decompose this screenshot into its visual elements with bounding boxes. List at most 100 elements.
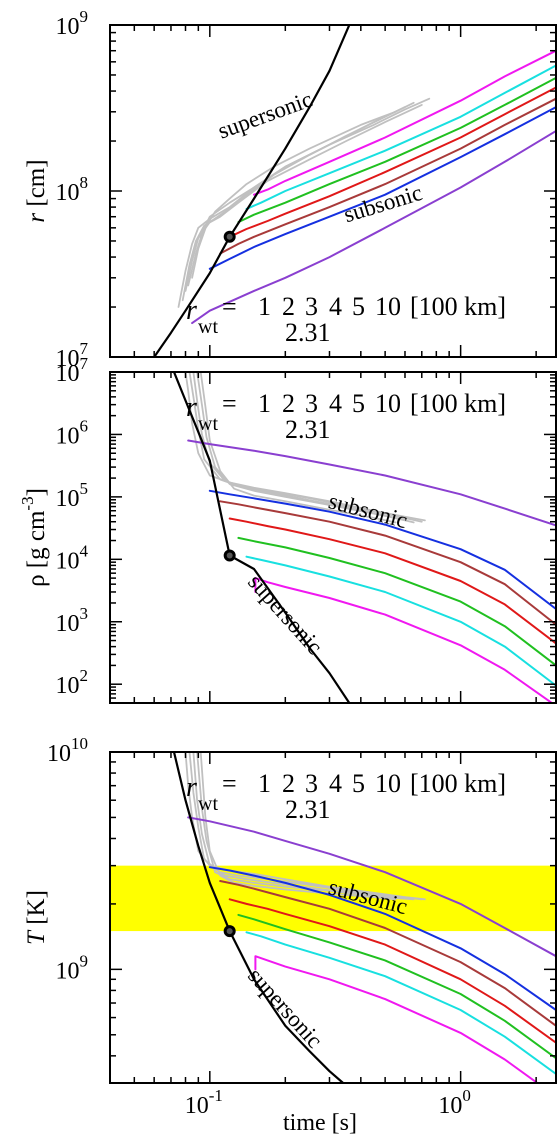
- legend-item-2: 2: [282, 389, 295, 418]
- annotation-subsonic: subsonic: [341, 180, 425, 227]
- legend-unit: [100 km]: [410, 292, 506, 321]
- series-line-4: [237, 76, 556, 224]
- legend-item-1: 1: [258, 292, 271, 321]
- y-tick-label: 102: [56, 666, 89, 699]
- legend-prefix: r: [186, 392, 197, 423]
- legend: rwt= 1 2 3 4 5 10 [100 km] 2.31: [186, 769, 506, 824]
- grey-track-4: [191, 110, 397, 279]
- axes-frame: [109, 371, 557, 704]
- y-axis-label: ρ [g cm-3]: [18, 488, 50, 587]
- grey-track-3: [187, 106, 406, 287]
- series-line-2: [208, 866, 556, 1011]
- y-tick-label: 107: [56, 354, 89, 387]
- series-line-1: [191, 130, 556, 325]
- legend-item-4: 4: [329, 292, 342, 321]
- series-line-10: [254, 577, 554, 703]
- grey-track-3: [196, 372, 406, 521]
- legend-item-3: 3: [305, 389, 318, 418]
- plot-area-radius: [153, 25, 556, 357]
- supersonic-curve: [172, 372, 351, 703]
- y-tick-label: 1010: [47, 734, 88, 767]
- series-line-3: [228, 86, 556, 238]
- legend-item-3: 3: [305, 769, 318, 798]
- series-line-5: [245, 555, 556, 687]
- annotation-subsonic: subsonic: [326, 488, 410, 533]
- series-line-3: [228, 517, 556, 645]
- annotation-supersonic: supersonic: [215, 86, 316, 143]
- grey-track-1: [188, 752, 423, 901]
- critical-point-center: [226, 928, 233, 935]
- plot-area-density: [172, 372, 556, 703]
- y-tick-label: 104: [56, 541, 89, 574]
- legend-unit: [100 km]: [410, 389, 506, 418]
- legend-item-10: 10: [375, 292, 401, 321]
- legend-unit: [100 km]: [410, 769, 506, 798]
- y-tick-label: 109: [56, 951, 89, 984]
- series-line-5: [245, 64, 556, 210]
- legend-item-5: 5: [352, 769, 365, 798]
- legend-item-10: 10: [375, 769, 401, 798]
- legend: rwt= 1 2 3 4 5 10 [100 km] 2.31: [186, 292, 506, 347]
- series-line-1: [187, 439, 556, 527]
- y-tick-label: 105: [56, 479, 89, 512]
- legend-equals: =: [222, 769, 237, 798]
- legend: rwt= 1 2 3 4 5 10 [100 km] 2.31: [186, 389, 506, 444]
- series-line-4: [237, 536, 556, 667]
- legend-item-2: 2: [282, 769, 295, 798]
- legend-extra: 2.31: [285, 795, 331, 824]
- legend-item-3: 3: [305, 292, 318, 321]
- series-line-2-31: [219, 500, 556, 626]
- legend-item-5: 5: [352, 292, 365, 321]
- legend-extra: 2.31: [285, 318, 331, 347]
- legend-prefix-sub: wt: [198, 793, 218, 815]
- legend-prefix-sub: wt: [198, 413, 218, 435]
- series-line-10: [253, 49, 556, 196]
- axes-frame: [109, 751, 557, 1084]
- supersonic-curve: [172, 752, 345, 1083]
- grey-track-4: [199, 752, 397, 901]
- series-line-2-31: [219, 97, 556, 255]
- plot-area-temperature: [110, 752, 556, 1083]
- series-line-1: [187, 816, 556, 958]
- y-axis-label: T [K]: [23, 890, 50, 945]
- y-tick-label: 108: [56, 173, 89, 206]
- x-tick-label: 100: [438, 1086, 471, 1119]
- yellow-band: [110, 865, 556, 932]
- grey-track-1: [181, 104, 423, 302]
- y-axis-label: r [cm]: [23, 159, 50, 222]
- legend-item-10: 10: [375, 389, 401, 418]
- x-axis-label: time [s]: [283, 1110, 357, 1136]
- legend-prefix: r: [186, 295, 197, 326]
- y-tick-label: 109: [56, 7, 89, 40]
- legend-item-1: 1: [258, 769, 271, 798]
- legend-extra: 2.31: [285, 415, 331, 444]
- series-line-4: [237, 913, 556, 1060]
- grey-track-3: [196, 752, 406, 900]
- legend-item-1: 1: [258, 389, 271, 418]
- y-tick-label: 106: [56, 416, 89, 449]
- legend-item-5: 5: [352, 389, 365, 418]
- y-tick-label: 107: [56, 339, 89, 372]
- series-line-3: [228, 898, 556, 1044]
- grey-track-4: [199, 372, 397, 524]
- series-line-5: [245, 931, 556, 1075]
- series-line-2: [208, 106, 556, 270]
- critical-point-center: [226, 552, 233, 559]
- annotation-supersonic: supersonic: [243, 569, 327, 659]
- panel-radius: supersonic subsonic 107 108 109 r [cm] rwt= 1 2 3…: [23, 7, 557, 372]
- y-tick-label: 103: [56, 604, 89, 637]
- legend-item-4: 4: [329, 389, 342, 418]
- legend-equals: =: [222, 389, 237, 418]
- legend-item-2: 2: [282, 292, 295, 321]
- critical-point-center: [226, 233, 233, 240]
- series-line-2: [208, 489, 556, 610]
- legend-item-4: 4: [329, 769, 342, 798]
- series-line-10: [254, 955, 540, 1083]
- x-tick-label: 10-1: [185, 1086, 223, 1119]
- supersonic-curve: [153, 25, 351, 357]
- legend-prefix: r: [186, 772, 197, 803]
- series-line-2-31: [219, 880, 556, 1027]
